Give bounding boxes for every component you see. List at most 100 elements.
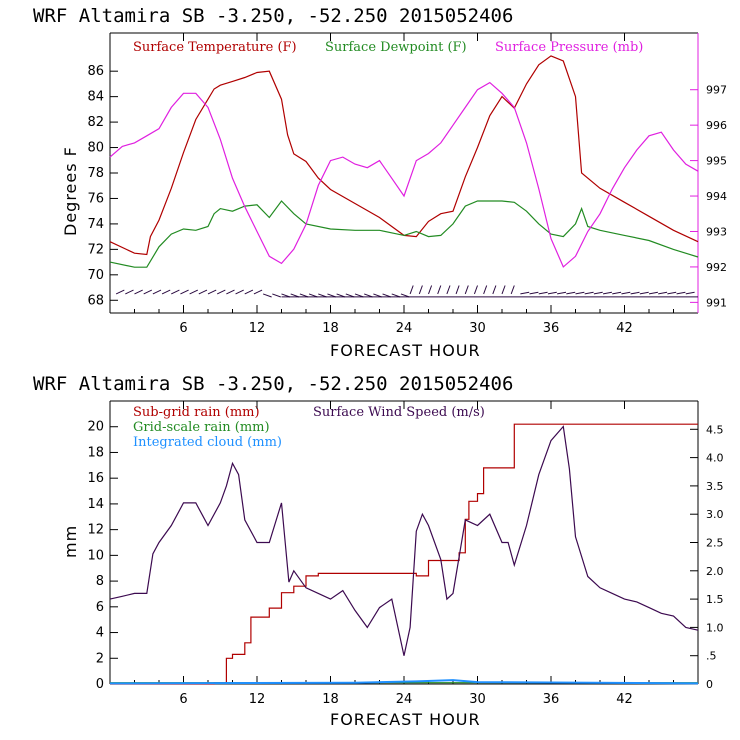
wind-barb (510, 285, 515, 295)
top-x-tick-label: 18 (322, 321, 339, 336)
bottom-y2-tick-label: .5 (706, 650, 717, 663)
legend-wind-speed: Surface Wind Speed (m/s) (313, 405, 485, 420)
bottom-x-tick-label: 36 (543, 692, 560, 707)
wind-barb (161, 289, 171, 295)
wind-barb (593, 291, 603, 295)
top-y2-tick-label: 991 (706, 296, 727, 309)
top-x-tick-label: 42 (616, 321, 633, 336)
wind-barb (253, 289, 263, 295)
bottom-y-tick-label: 6 (96, 600, 104, 615)
legend-temperature: Surface Temperature (F) (133, 40, 297, 55)
top-y-tick-label: 70 (87, 268, 104, 283)
legend-pressure: Surface Pressure (mb) (495, 40, 643, 55)
wind-barb (575, 291, 585, 295)
wind-barb (409, 285, 414, 295)
wind-barb (272, 293, 281, 298)
wind-barb (125, 289, 134, 295)
wind-barb (418, 285, 423, 295)
wind-barb (566, 291, 576, 295)
bottom-y2-tick-label: 1.5 (706, 593, 724, 606)
top-y2-tick-label: 995 (706, 155, 727, 168)
wind-barb (198, 289, 208, 295)
top-x-tick-label: 36 (543, 321, 560, 336)
top-y2-tick-label: 994 (706, 190, 727, 203)
temperature-line (109, 55, 699, 256)
top-y2-tick-label: 993 (706, 225, 727, 238)
wind-barb (676, 291, 686, 295)
wind-barb (180, 289, 189, 295)
top-x-tick-label: 30 (469, 321, 486, 336)
wind-barb (584, 291, 594, 295)
bottom-y2-tick-label: 4.0 (706, 452, 724, 465)
wind-barb (134, 289, 143, 295)
bottom-x-tick-label: 42 (616, 692, 633, 707)
wind-barb (244, 289, 254, 295)
top-y-tick-label: 82 (87, 115, 104, 130)
top-y2-tick-label: 996 (706, 119, 727, 132)
bottom-y2-tick-label: 3.5 (706, 480, 724, 493)
top-y-tick-label: 86 (87, 64, 104, 79)
legend-gridscale-rain: Grid-scale rain (mm) (133, 420, 270, 435)
bottom-x-tick-label: 18 (322, 692, 339, 707)
bottom-y-tick-label: 0 (96, 677, 104, 692)
top-y-tick-label: 78 (87, 166, 104, 181)
top-y-tick-label: 68 (87, 293, 104, 308)
wind-barb (115, 289, 125, 295)
bottom-y-tick-label: 14 (87, 497, 104, 512)
bottom-y-tick-label: 4 (96, 626, 104, 641)
subgrid-rain-line (110, 423, 698, 685)
wind-barb (483, 285, 488, 295)
bottom-y2-tick-label: 0 (706, 678, 713, 691)
bottom-y-tick-label: 2 (96, 651, 104, 666)
wind-barb (648, 291, 658, 295)
bottom-y-tick-label: 8 (96, 574, 104, 589)
top-x-tick-label: 24 (396, 321, 413, 336)
wind-barb (437, 285, 442, 295)
legend-subgrid-rain: Sub-grid rain (mm) (133, 405, 260, 420)
bottom-y2-tick-label: 1.0 (706, 621, 724, 634)
wind-barb (639, 291, 649, 295)
wind-barb (547, 291, 557, 295)
wind-barb (446, 285, 451, 295)
integrated-cloud-line (109, 679, 699, 685)
top-y2-tick-label: 992 (706, 261, 727, 274)
top-x-axis-label: FORECAST HOUR (330, 341, 481, 360)
bottom-y-tick-label: 18 (87, 445, 104, 460)
wind-barb (143, 289, 153, 295)
wind-barb (685, 291, 695, 295)
wind-barb (428, 285, 433, 295)
wind-barb (538, 291, 548, 295)
wind-barb (216, 289, 226, 295)
wind-barb (557, 291, 567, 295)
top-y-tick-label: 72 (87, 242, 104, 257)
bottom-y-axis-label: mm (61, 525, 80, 558)
wind-speed-line (109, 425, 699, 656)
wind-barb (207, 289, 217, 295)
bottom-x-axis-label: FORECAST HOUR (330, 710, 481, 729)
wind-barb (455, 285, 460, 295)
bottom-x-tick-label: 12 (249, 692, 266, 707)
top-x-tick-label: 6 (179, 321, 187, 336)
pressure-line (109, 81, 699, 268)
wind-barb (152, 289, 162, 295)
top-y-tick-label: 84 (87, 90, 104, 105)
bottom-y2-tick-label: 2.0 (706, 565, 724, 578)
bottom-chart-title: WRF Altamira SB -3.250, -52.250 20150524… (33, 373, 513, 395)
wind-barb (520, 291, 530, 295)
top-y-tick-label: 74 (87, 217, 104, 232)
top-chart-title: WRF Altamira SB -3.250, -52.250 20150524… (33, 5, 513, 27)
legend-dewpoint: Surface Dewpoint (F) (325, 40, 467, 55)
wind-barb (501, 285, 506, 295)
top-y-tick-label: 80 (87, 141, 104, 156)
bottom-y2-tick-label: 2.5 (706, 537, 724, 550)
wind-barb (464, 285, 469, 295)
wind-barb (171, 289, 180, 295)
wind-barb (492, 285, 497, 295)
wind-barb (612, 291, 622, 295)
wind-barb (529, 291, 539, 295)
top-y-axis-label: Degrees F (61, 146, 80, 236)
wind-barb (658, 291, 668, 295)
wind-barb (189, 289, 199, 295)
